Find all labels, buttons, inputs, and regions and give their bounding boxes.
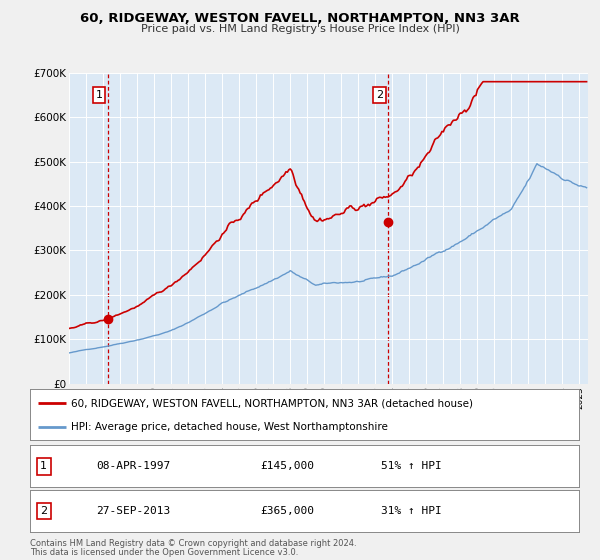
Text: Contains HM Land Registry data © Crown copyright and database right 2024.: Contains HM Land Registry data © Crown c… [30,539,356,548]
Text: £145,000: £145,000 [260,461,314,471]
Text: This data is licensed under the Open Government Licence v3.0.: This data is licensed under the Open Gov… [30,548,298,557]
Text: 1: 1 [95,90,103,100]
Text: 2: 2 [376,90,383,100]
Text: 08-APR-1997: 08-APR-1997 [96,461,170,471]
Text: Price paid vs. HM Land Registry's House Price Index (HPI): Price paid vs. HM Land Registry's House … [140,24,460,34]
Text: HPI: Average price, detached house, West Northamptonshire: HPI: Average price, detached house, West… [71,422,388,432]
Text: £365,000: £365,000 [260,506,314,516]
Text: 1: 1 [40,461,47,471]
Text: 27-SEP-2013: 27-SEP-2013 [96,506,170,516]
Text: 2: 2 [40,506,47,516]
Text: 31% ↑ HPI: 31% ↑ HPI [382,506,442,516]
Text: 60, RIDGEWAY, WESTON FAVELL, NORTHAMPTON, NN3 3AR (detached house): 60, RIDGEWAY, WESTON FAVELL, NORTHAMPTON… [71,398,473,408]
Text: 51% ↑ HPI: 51% ↑ HPI [382,461,442,471]
Text: 60, RIDGEWAY, WESTON FAVELL, NORTHAMPTON, NN3 3AR: 60, RIDGEWAY, WESTON FAVELL, NORTHAMPTON… [80,12,520,25]
